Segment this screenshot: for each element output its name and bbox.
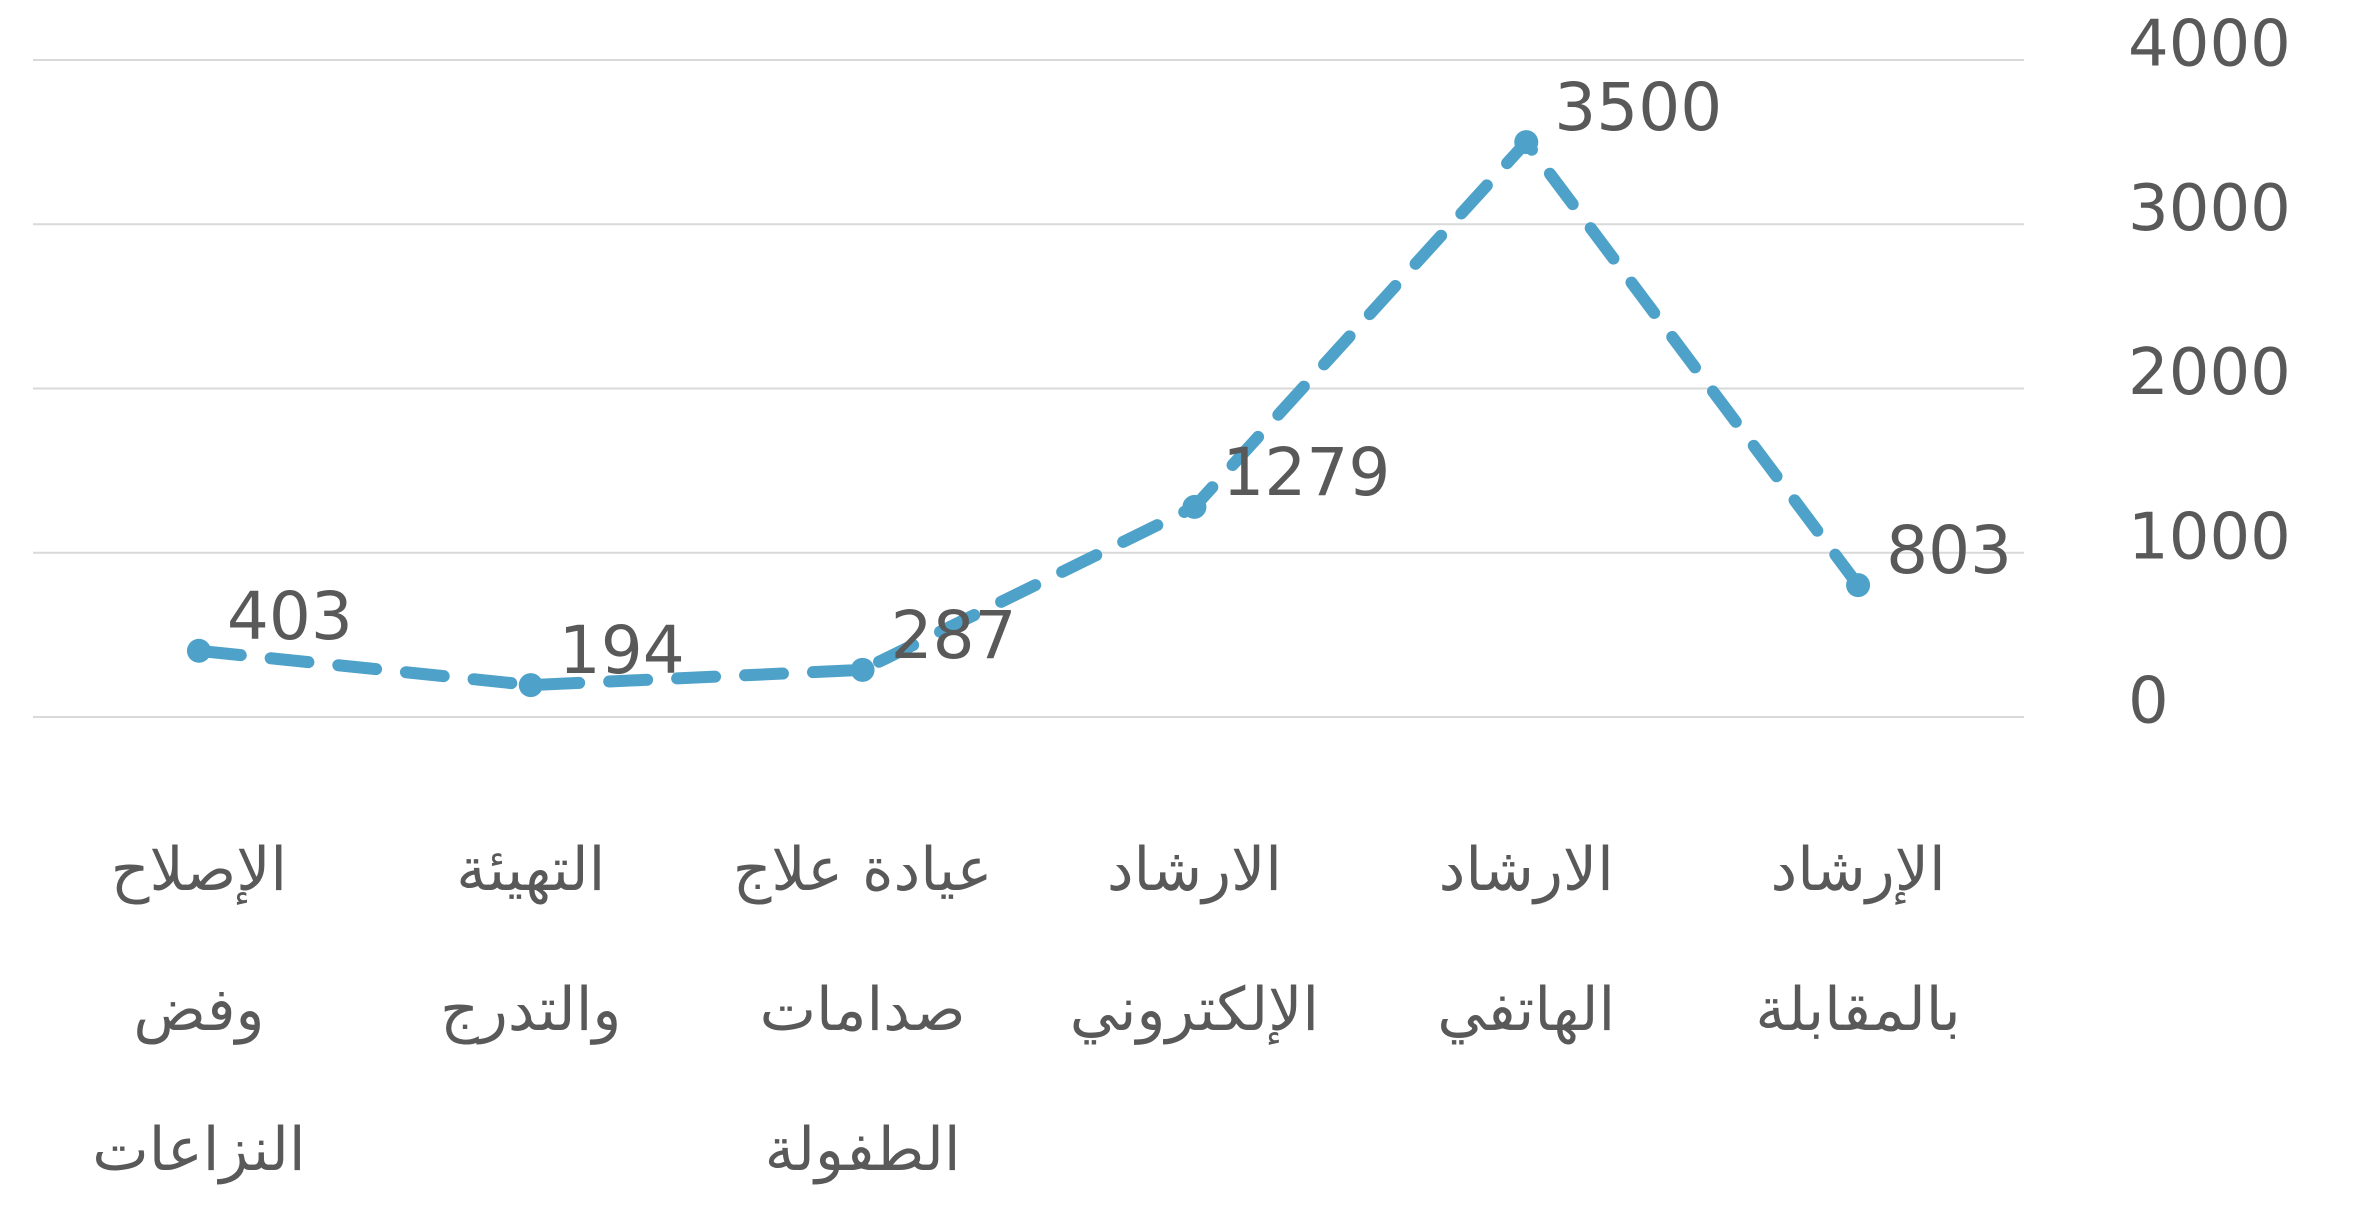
data-label: 3500 [1554,69,1722,146]
x-tick-label: الإصلاح وفض النزاعات [92,835,306,1185]
marker [850,657,875,682]
chart: 0 1000 2000 3000 4000 803 3500 1279 287 194 403 [33,8,2291,739]
data-label: 1279 [1222,434,1390,511]
x-tick-label: الارشاد الهاتفي [1437,835,1616,1045]
y-tick-label: 2000 [2128,336,2291,410]
x-tick-label: عيادة علاج صدامات الطفولة [732,835,993,1185]
y-tick-label: 4000 [2128,8,2291,82]
marker [186,638,211,663]
marker [1846,573,1871,598]
data-label: 287 [891,597,1017,674]
chart-container: 0 1000 2000 3000 4000 803 3500 1279 287 194 403 ال… [33,8,2291,1185]
marker [1514,130,1539,155]
data-label: 194 [559,612,685,689]
data-label: 403 [227,578,353,655]
marker [1182,494,1207,519]
x-tick-label: التهيئة والتدرج [440,835,622,1045]
data-label: 803 [1886,512,2012,589]
y-tick-label: 3000 [2128,172,2291,246]
y-tick-label: 1000 [2128,500,2291,574]
x-tick-label: الارشاد الإلكتروني [1069,835,1319,1045]
line [192,132,1865,692]
marker [518,673,543,698]
y-tick-label: 0 [2128,665,2169,739]
x-tick-label: الإرشاد بالمقابلة [1755,835,1961,1045]
